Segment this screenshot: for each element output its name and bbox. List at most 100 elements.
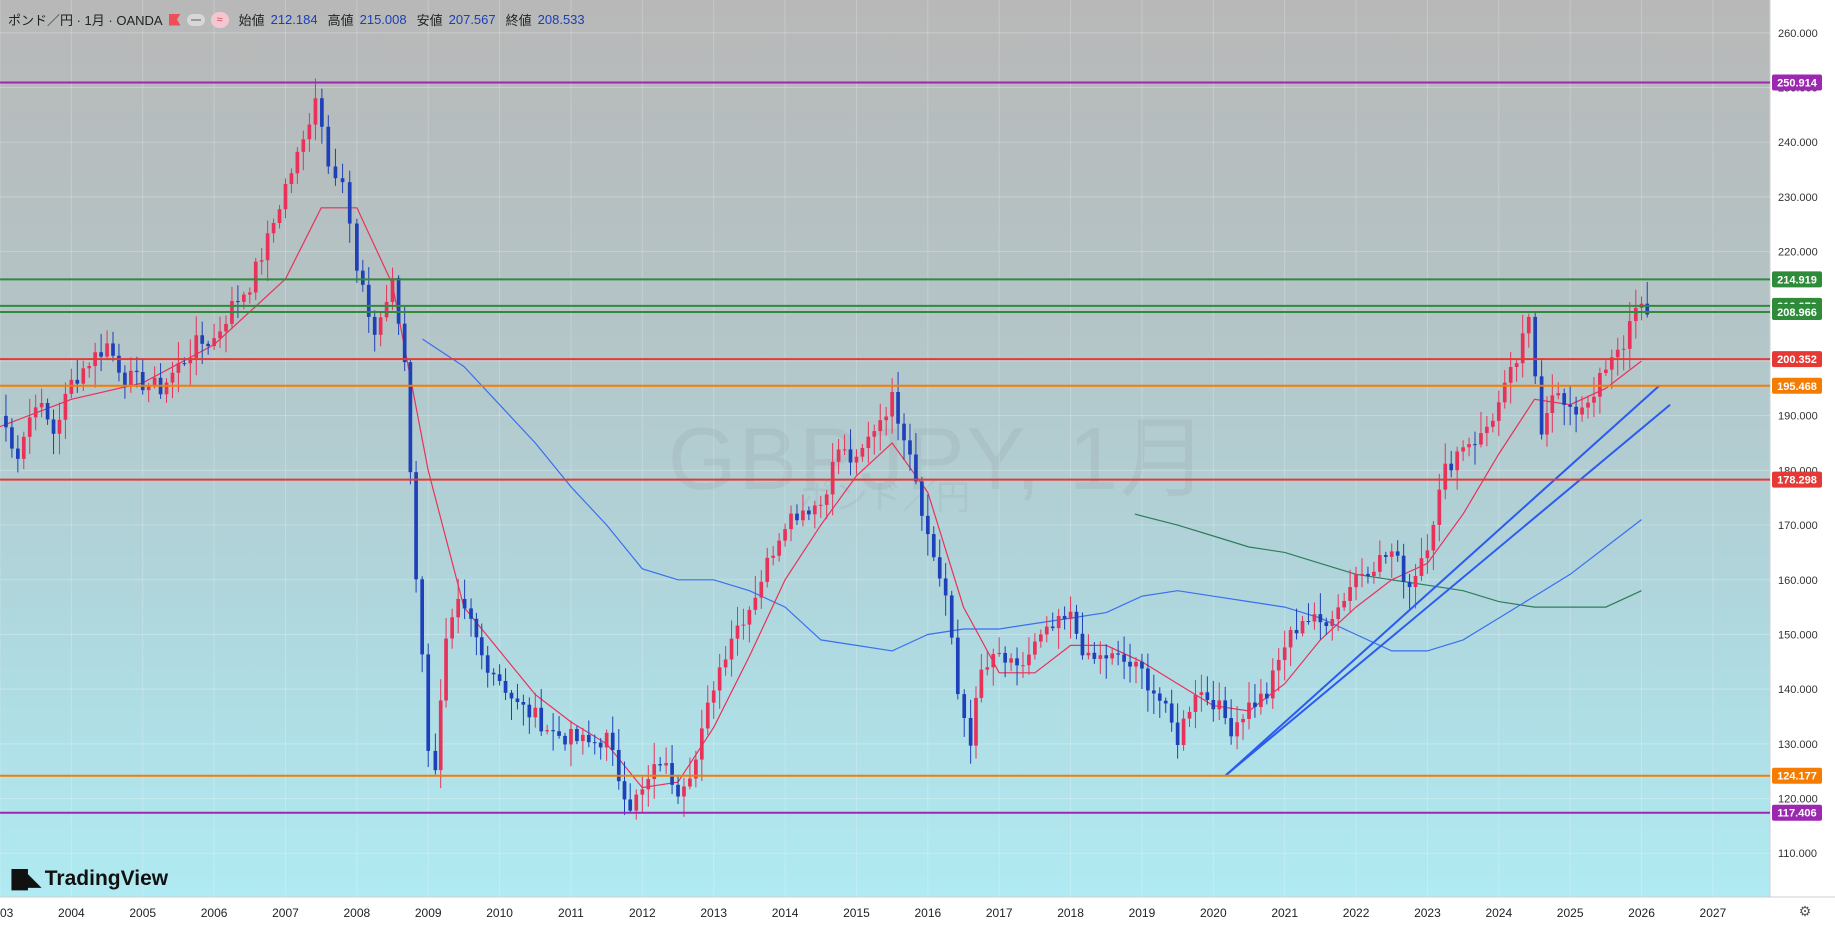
candle-body [1003,652,1007,663]
candle-body [1425,550,1430,559]
candle-body [872,431,877,437]
candle-body [717,667,722,691]
candle-body [896,391,900,424]
candle-body [1568,404,1573,407]
candle-body [1033,641,1037,655]
candle-body [57,419,62,434]
candle-body [123,372,127,387]
candle-body [1253,702,1257,708]
candle-body [182,363,187,365]
candle-body [1621,348,1626,350]
candle-body [1151,690,1156,694]
candle-body [789,513,793,530]
candle-body [801,510,805,521]
open-label: 始値 [238,13,265,28]
candle-body [1068,611,1073,620]
candle-body [111,343,115,356]
candle-body [848,449,853,463]
candle-body [955,637,960,695]
level-tag [1772,351,1822,368]
candle-body [1586,402,1590,408]
candle-body [902,423,906,441]
candle-body [277,209,282,223]
candle-body [1490,420,1495,427]
candle-body [390,277,395,302]
candle-body [1038,634,1043,642]
tradingview-logo[interactable]: ▇◣ TradingView [12,866,168,891]
candle-body [469,608,473,619]
candle-body [610,732,615,750]
candle-body [586,734,591,743]
candle-body [242,294,246,302]
candle-body [1574,406,1578,415]
candle-body [372,316,377,335]
candle-body [1259,693,1263,708]
candle-body [1407,581,1412,588]
candle-body [759,581,764,598]
x-tick-label: 2016 [914,906,941,920]
candle-body [1235,722,1239,737]
candle-body [1229,718,1233,737]
candle-body [1062,615,1067,620]
candle-body [670,763,674,785]
candle-body [807,510,811,515]
candle-body [1015,658,1019,666]
close-label: 終値 [505,13,532,28]
candle-body [1009,658,1013,663]
candle-body [39,402,44,408]
y-tick-label: 260.000 [1778,28,1818,40]
candle-body [878,420,883,432]
high-value: 215.008 [359,12,407,27]
candle-body [515,698,520,703]
candle-body [1294,629,1299,634]
approx-icon[interactable]: ≈ [210,11,229,28]
x-tick-label: 2019 [1129,906,1156,920]
candle-body [247,292,252,295]
candle-body [1336,607,1341,620]
candle-body [985,667,990,670]
x-tick-label: 2014 [772,906,799,920]
candle-body [129,370,133,387]
x-tick-label: 2011 [558,906,584,920]
candle-body [355,223,359,271]
candle-body [1372,571,1376,577]
candle-body [1324,622,1329,626]
candle-body [628,799,633,811]
candle-body [1539,376,1544,435]
axis-settings-icon[interactable]: ⚙ [1798,903,1812,919]
candle-body [688,778,692,787]
candle-body [836,449,841,462]
x-tick-label: 2005 [129,906,156,920]
y-tick-label: 160.000 [1778,575,1818,587]
x-tick-label: 2015 [843,906,870,920]
candle-body [1241,718,1245,723]
candle-body [27,417,32,437]
candle-body [456,598,461,618]
candle-body [360,270,365,285]
candle-body [420,579,425,655]
candle-body [1080,633,1085,656]
x-tick-label: 2018 [1057,906,1084,920]
candle-body [753,597,758,610]
flag-icon[interactable] [168,13,181,26]
candle-body [771,555,776,558]
level-tag-label: 195.468 [1777,381,1817,393]
candle-body [979,669,984,698]
symbol-title[interactable]: ポンド／円 · 1月 · OANDA [8,13,163,28]
candle-body [581,734,585,742]
x-tick-label: 2008 [344,906,371,920]
candle-body [974,697,978,746]
candle-body [1169,703,1174,723]
candle-body [271,222,276,234]
level-tag [1772,767,1822,784]
candle-body [1496,402,1501,421]
candle-body [1592,396,1596,403]
candle-body [1187,711,1192,719]
candle-body [1479,433,1483,445]
minus-toggle-icon[interactable] [186,13,205,26]
x-tick-label: 2017 [986,906,1013,920]
candle-body [301,139,306,152]
candle-body [711,690,716,703]
x-tick-label: 2027 [1700,906,1727,920]
